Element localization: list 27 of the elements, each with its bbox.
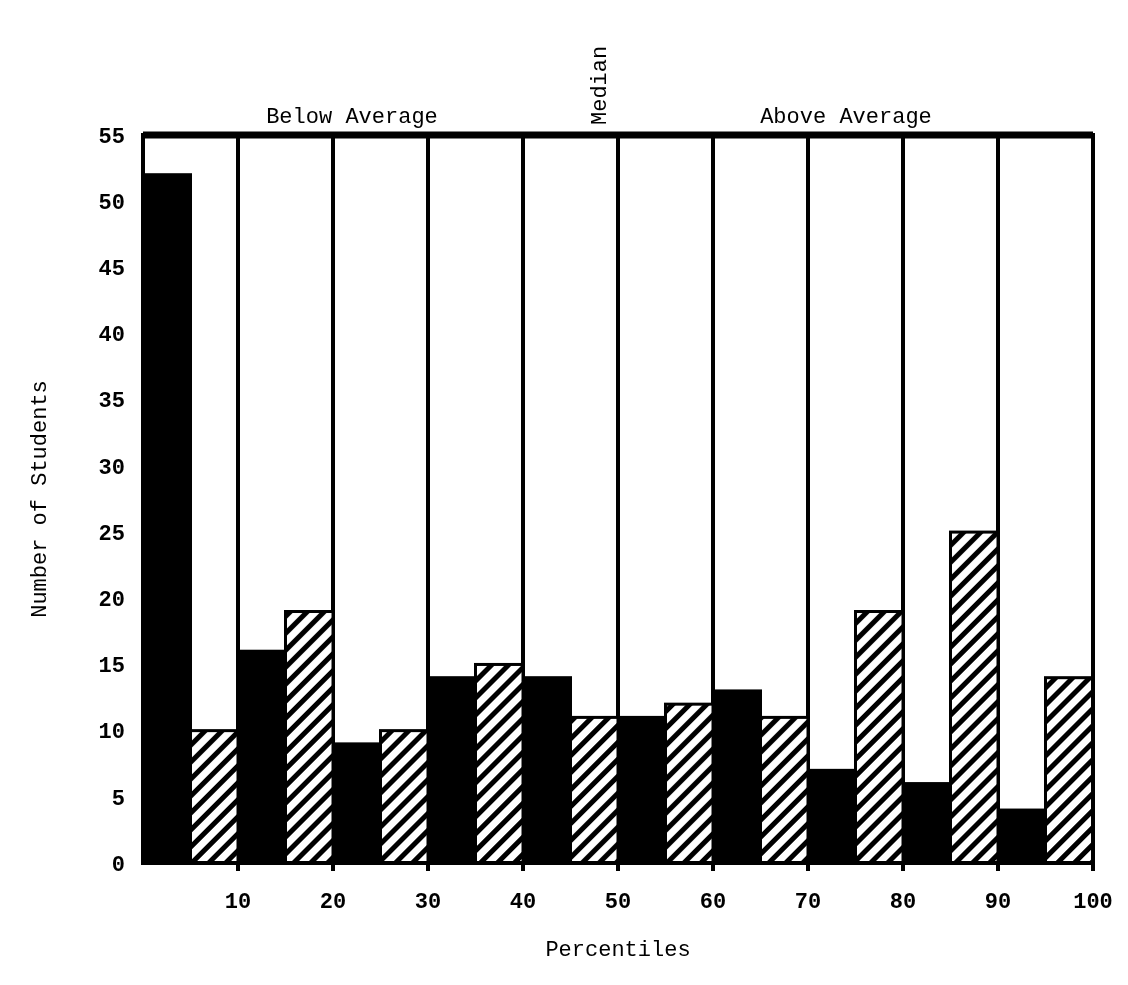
x-tick-label: 90 (984, 890, 1012, 915)
y-tick-label: 25 (98, 521, 125, 547)
x-tick-label: 10 (224, 890, 252, 915)
x-tick-label: 60 (699, 890, 727, 915)
x-axis-title: Percentiles (545, 938, 691, 963)
y-axis-title: Number of Students (28, 380, 53, 618)
x-tick-label: 50 (604, 890, 632, 915)
x-tick-label: 80 (889, 890, 917, 915)
x-tick-label: 40 (509, 890, 537, 915)
y-tick-label: 0 (111, 852, 125, 878)
y-tick-label: 40 (98, 323, 125, 349)
text: Below Average (266, 105, 438, 130)
y-tick-label: 30 (98, 455, 125, 481)
x-tick-label: 100 (1073, 890, 1113, 915)
y-tick-label: 50 (98, 190, 125, 216)
y-tick-label: 45 (98, 257, 125, 283)
x-tick-label: 20 (319, 890, 347, 915)
y-tick-label: 10 (98, 720, 125, 746)
text: Median (588, 45, 613, 125)
x-tick-label: 70 (794, 890, 822, 915)
x-tick-label: 30 (414, 890, 442, 915)
y-tick-label: 35 (98, 389, 125, 415)
y-tick-label: 5 (111, 786, 125, 812)
y-tick-label: 20 (98, 587, 125, 613)
y-tick-label: 15 (98, 654, 125, 680)
text: Above Average (760, 105, 932, 130)
y-tick-label: 55 (98, 124, 125, 150)
